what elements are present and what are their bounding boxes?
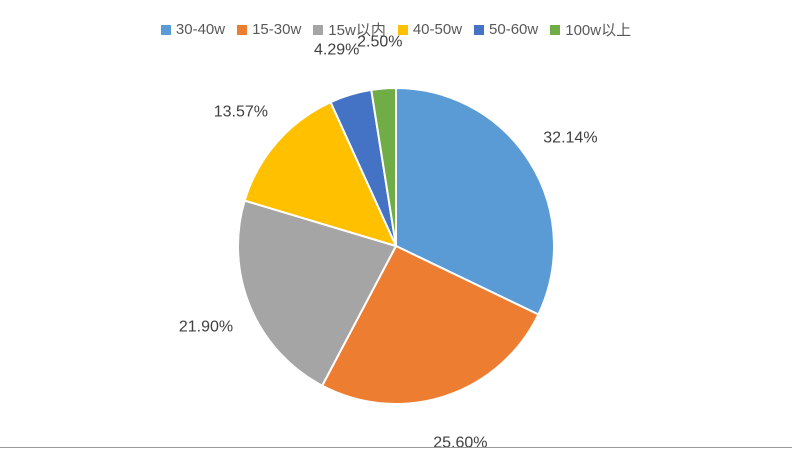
chart-legend: 30-40w 15-30w 15w以内 40-50w 50-60w 100w以上 — [0, 19, 792, 40]
legend-item-over-100w: 100w以上 — [550, 19, 631, 40]
pie-slice-3 — [237, 199, 398, 388]
legend-swatch — [397, 24, 408, 35]
legend-swatch — [313, 24, 324, 35]
legend-label: 30-40w — [175, 21, 226, 38]
pie-slice-6 — [370, 86, 397, 247]
legend-item-15-30w: 15-30w — [237, 21, 301, 38]
pie-slice-1 — [395, 86, 555, 316]
data-label-4: 13.57% — [214, 103, 268, 120]
legend-swatch — [474, 24, 485, 35]
pie-slice-4 — [243, 100, 398, 248]
legend-item-50-60w: 50-60w — [474, 21, 538, 38]
data-label-5: 4.29% — [314, 42, 359, 59]
legend-label: 40-50w — [412, 21, 463, 38]
legend-label: 50-60w — [489, 21, 539, 38]
legend-item-under-15w: 15w以内 — [313, 19, 386, 40]
legend-label: 15-30w — [252, 21, 302, 38]
data-label-3: 21.90% — [179, 319, 233, 336]
data-label-6: 2.50% — [357, 34, 402, 51]
legend-label: 100w以上 — [565, 22, 632, 39]
legend-swatch — [550, 24, 561, 35]
legend-label: 15w以内 — [328, 22, 386, 39]
legend-swatch — [160, 24, 171, 35]
data-label-1: 32.14% — [543, 129, 597, 146]
legend-item-30-40w: 30-40w — [160, 21, 226, 38]
legend-swatch — [237, 24, 248, 35]
legend-item-40-50w: 40-50w — [397, 21, 463, 38]
bottom-divider — [0, 447, 792, 448]
data-label-2: 25.60% — [433, 435, 487, 451]
